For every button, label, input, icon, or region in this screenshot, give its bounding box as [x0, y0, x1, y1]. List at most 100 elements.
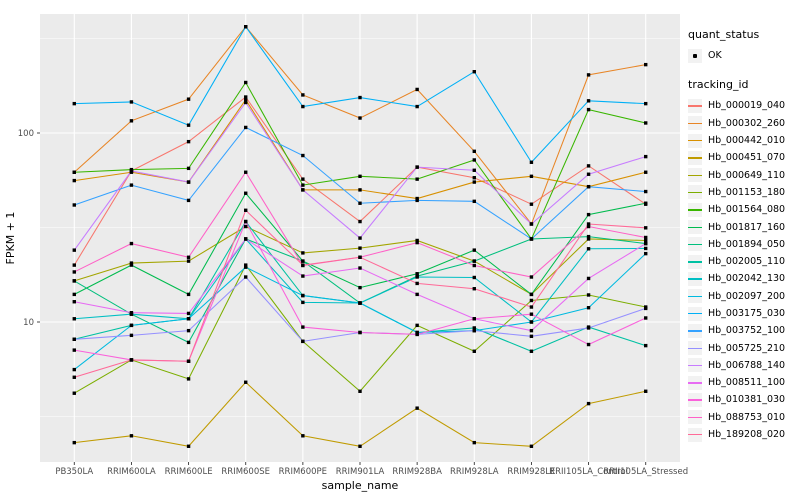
legend-item-label: OK [708, 50, 722, 62]
data-point [301, 153, 305, 158]
legend-item-label: Hb_001153_180 [708, 186, 786, 198]
data-point [72, 248, 76, 252]
data-point [186, 198, 191, 203]
legend-item: Hb_000019_040 [688, 97, 800, 114]
data-point [129, 169, 134, 173]
data-point [415, 272, 419, 276]
legend-swatch-line [688, 434, 702, 436]
data-point [529, 222, 534, 226]
data-point [586, 73, 591, 77]
data-point [358, 444, 362, 448]
data-point [472, 248, 476, 252]
data-point [529, 328, 534, 333]
x-tick-label: RRIM600SE [221, 467, 270, 477]
legend-item-label: Hb_003752_100 [708, 325, 786, 337]
x-tick-label: RRIM600LA [107, 467, 156, 477]
legend-key-box [688, 392, 702, 407]
legend-key-box [688, 237, 702, 252]
legend-item: Hb_008511_100 [688, 374, 800, 391]
data-point [301, 300, 305, 305]
data-point [644, 201, 648, 205]
legend-quant-status: quant_status OK [688, 28, 800, 64]
data-point [301, 259, 305, 263]
legend-swatch-line [688, 330, 702, 332]
data-point [472, 349, 476, 353]
legend-swatch-line [688, 243, 702, 246]
data-point [644, 241, 648, 246]
legend-key-box [688, 150, 702, 165]
legend-key-box [688, 168, 702, 183]
legend-key-box [688, 306, 702, 321]
data-point [472, 275, 476, 280]
legend-item-label: Hb_002042_130 [708, 273, 786, 285]
data-point [72, 367, 76, 372]
data-point [644, 101, 648, 106]
data-point [186, 166, 191, 171]
data-point [186, 180, 191, 184]
data-point [529, 349, 534, 353]
data-point [586, 276, 591, 281]
data-point [129, 358, 134, 362]
legend-key-box [688, 98, 702, 113]
legend: quant_status OK tracking_id Hb_000019_04… [688, 28, 800, 457]
legend-swatch-line [688, 261, 702, 263]
legend-key-box [688, 358, 702, 373]
data-point [415, 165, 419, 169]
data-point [586, 306, 591, 310]
y-tick-label: 100 [18, 129, 34, 139]
y-axis-title: FPKM + 1 [4, 212, 17, 265]
data-point [472, 70, 476, 74]
data-point [129, 310, 134, 315]
legend-item: Hb_000649_110 [688, 166, 800, 183]
legend-item-label: Hb_189208_020 [708, 429, 786, 441]
legend-key-box [688, 271, 702, 286]
legend-swatch-line [688, 122, 702, 125]
data-point [529, 275, 534, 279]
data-point [72, 203, 76, 207]
x-tick-label: RRIM928BA [392, 467, 442, 477]
data-point [186, 292, 191, 297]
data-point [244, 100, 248, 105]
data-point [415, 240, 419, 245]
data-point [244, 125, 248, 130]
data-point [586, 99, 591, 103]
legend-item: Hb_010381_030 [688, 391, 800, 408]
data-point [415, 198, 419, 203]
legend-key-box [688, 185, 702, 200]
data-point [244, 275, 248, 279]
data-point [415, 330, 419, 335]
data-point [72, 317, 76, 321]
legend-title-quant-status: quant_status [688, 28, 760, 41]
data-point [415, 275, 419, 279]
data-point [301, 93, 305, 97]
data-point [358, 330, 362, 335]
data-point [129, 263, 134, 267]
data-point [186, 123, 191, 127]
x-tick-label: RRIM928LE [507, 467, 555, 477]
legend-swatch-line [688, 157, 702, 159]
legend-item-label: Hb_005725_210 [708, 342, 786, 354]
legend-item: Hb_000302_260 [688, 115, 800, 132]
data-point [415, 406, 419, 410]
data-point [472, 326, 476, 330]
data-point [244, 80, 248, 85]
data-point [129, 241, 134, 246]
legend-swatch-line [688, 140, 702, 142]
x-tick-label: PB350LA [55, 467, 93, 477]
data-point [586, 107, 591, 112]
data-point [644, 316, 648, 320]
data-point [586, 234, 591, 239]
legend-item: Hb_005725_210 [688, 339, 800, 356]
data-point [358, 95, 362, 100]
legend-item-label: Hb_000649_110 [708, 169, 786, 181]
data-point [186, 317, 191, 321]
data-point [358, 201, 362, 205]
legend-item: Hb_000451_070 [688, 149, 800, 166]
legend-key-box [688, 289, 702, 304]
legend-item: Hb_001564_080 [688, 201, 800, 218]
legend-key-box [688, 220, 702, 235]
legend-item: Hb_003175_030 [688, 305, 800, 322]
data-point [244, 219, 248, 224]
data-point [244, 191, 248, 195]
data-point [415, 238, 419, 243]
